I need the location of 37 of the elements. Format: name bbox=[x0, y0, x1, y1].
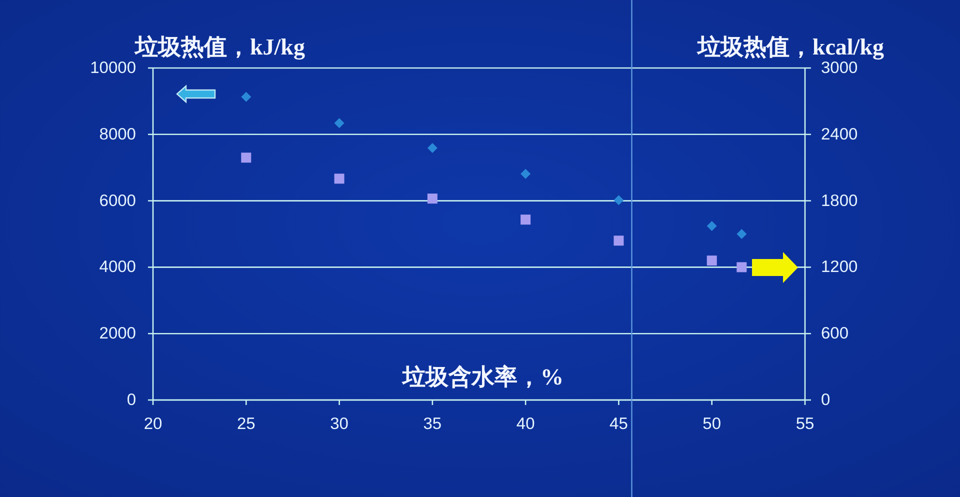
y2-tick-label: 2400 bbox=[821, 125, 858, 144]
point bbox=[241, 92, 252, 102]
point bbox=[427, 194, 438, 204]
point bbox=[427, 143, 438, 154]
point bbox=[334, 174, 344, 184]
point bbox=[706, 256, 717, 266]
point bbox=[706, 221, 717, 232]
y2-tick-label: 1800 bbox=[821, 192, 858, 210]
point bbox=[520, 214, 531, 225]
point bbox=[520, 168, 531, 179]
y-tick-label: 2000 bbox=[99, 324, 136, 343]
point bbox=[736, 262, 747, 272]
y2-axis-title: 垃圾热值，kcal/kg bbox=[695, 34, 884, 60]
x-tick-label: 55 bbox=[796, 415, 814, 433]
x-axis-title: 垃圾含水率，% bbox=[400, 364, 564, 390]
y2-tick-label: 600 bbox=[821, 324, 849, 343]
y-tick-label: 10000 bbox=[90, 59, 136, 77]
y-axis-title: 垃圾热值，kJ/kg bbox=[133, 34, 306, 60]
point bbox=[241, 152, 252, 163]
y2-tick-label: 3000 bbox=[821, 59, 858, 77]
x-tick-label: 40 bbox=[516, 415, 535, 433]
point bbox=[614, 236, 624, 246]
x-tick-label: 50 bbox=[702, 415, 722, 433]
point bbox=[614, 195, 624, 206]
y-tick-label: 0 bbox=[126, 391, 136, 409]
y2-tick-label: 1200 bbox=[821, 258, 858, 276]
y2-tick-label: 0 bbox=[821, 391, 830, 409]
x-tick-label: 30 bbox=[330, 415, 348, 433]
y-tick-label: 4000 bbox=[99, 258, 136, 276]
point bbox=[736, 229, 747, 239]
x-tick-label: 25 bbox=[236, 415, 256, 433]
x-tick-label: 45 bbox=[610, 415, 628, 433]
point bbox=[334, 118, 344, 128]
y-tick-label: 8000 bbox=[99, 125, 136, 144]
y-tick-label: 6000 bbox=[99, 192, 136, 210]
x-tick-label: 20 bbox=[144, 415, 162, 433]
x-tick-label: 35 bbox=[423, 415, 442, 433]
